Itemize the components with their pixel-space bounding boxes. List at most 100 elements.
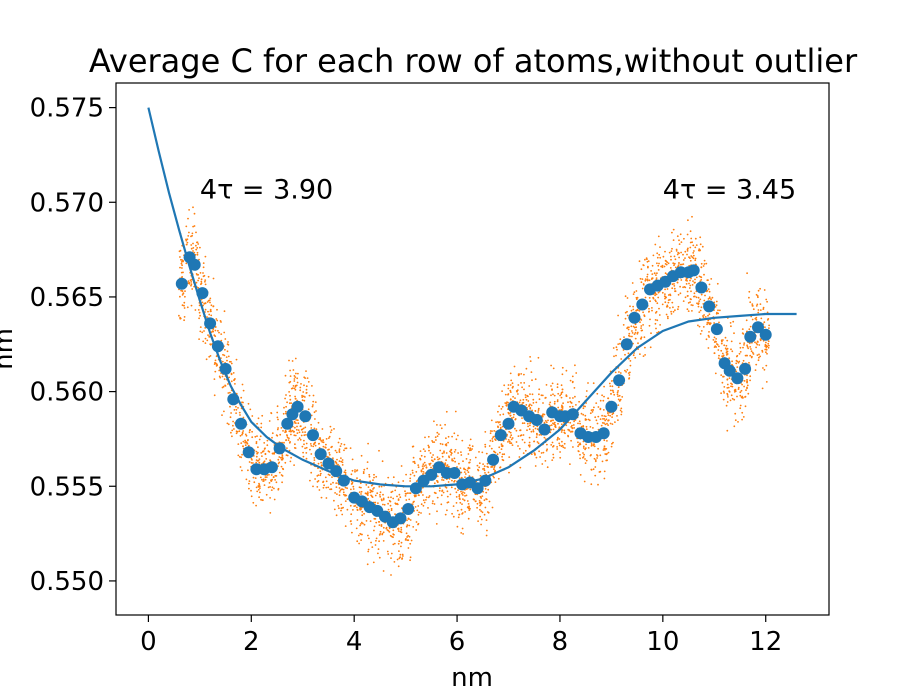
raw-point: [293, 378, 296, 380]
raw-point: [700, 330, 703, 332]
raw-point: [396, 558, 399, 561]
raw-point: [634, 356, 637, 359]
raw-point: [525, 404, 528, 406]
raw-point: [397, 527, 400, 530]
raw-point: [405, 538, 407, 540]
raw-point: [276, 434, 279, 437]
raw-point: [297, 422, 300, 425]
raw-point: [533, 440, 535, 443]
raw-point: [320, 439, 323, 442]
raw-point: [299, 438, 302, 441]
raw-point: [436, 480, 439, 482]
raw-point: [663, 265, 666, 268]
raw-point: [397, 481, 400, 484]
raw-point: [400, 526, 403, 529]
raw-point: [715, 340, 717, 343]
raw-point: [358, 486, 361, 489]
raw-point: [673, 255, 676, 258]
raw-point: [400, 541, 403, 544]
raw-point: [389, 504, 392, 507]
raw-point: [687, 310, 690, 312]
chart-title: Average C for each row of atoms,without …: [89, 42, 858, 80]
raw-point: [579, 442, 581, 445]
raw-point: [551, 441, 554, 444]
raw-point: [270, 474, 273, 476]
raw-point: [565, 394, 568, 397]
raw-point: [716, 343, 718, 345]
raw-point: [536, 441, 539, 443]
raw-point: [672, 306, 674, 309]
raw-point: [215, 355, 218, 358]
raw-point: [214, 370, 217, 373]
raw-point: [442, 491, 445, 494]
raw-point: [359, 532, 362, 535]
raw-point: [458, 513, 460, 516]
raw-point: [312, 394, 315, 397]
raw-point: [463, 499, 466, 502]
raw-point: [408, 518, 410, 520]
raw-point: [580, 425, 583, 428]
raw-point: [688, 287, 691, 289]
raw-point: [677, 305, 680, 308]
raw-point: [361, 514, 364, 517]
raw-point: [552, 367, 555, 370]
raw-point: [607, 414, 610, 416]
raw-point: [229, 391, 231, 394]
raw-point: [238, 430, 241, 433]
raw-point: [441, 455, 444, 458]
raw-point: [209, 310, 212, 313]
raw-point: [256, 435, 258, 437]
raw-point: [329, 431, 332, 434]
raw-point: [522, 401, 525, 404]
raw-point: [375, 521, 378, 524]
raw-point: [739, 407, 742, 410]
raw-point: [657, 296, 660, 299]
raw-point: [293, 464, 295, 466]
raw-point: [375, 539, 377, 542]
raw-point: [604, 419, 607, 422]
raw-point: [344, 525, 347, 527]
raw-point: [646, 279, 649, 282]
mean-point: [425, 468, 438, 481]
raw-point: [514, 418, 517, 421]
raw-point: [654, 299, 657, 301]
raw-point: [183, 316, 186, 318]
raw-point: [304, 431, 306, 433]
raw-point: [585, 428, 588, 431]
raw-point: [491, 506, 494, 509]
raw-point: [484, 431, 487, 433]
raw-point: [487, 466, 489, 468]
raw-point: [679, 292, 682, 295]
raw-point: [636, 309, 639, 312]
raw-point: [708, 290, 711, 293]
raw-point: [227, 383, 229, 385]
raw-point: [721, 340, 723, 343]
raw-point: [640, 336, 643, 339]
raw-point: [262, 461, 265, 464]
raw-point: [231, 435, 233, 438]
raw-point: [427, 507, 429, 509]
raw-point: [216, 319, 219, 322]
raw-point: [607, 397, 609, 400]
raw-point: [276, 411, 279, 414]
raw-point: [453, 479, 456, 482]
raw-point: [621, 396, 624, 398]
raw-point: [603, 445, 606, 448]
raw-point: [609, 389, 612, 392]
raw-point: [405, 499, 408, 501]
raw-point: [584, 462, 587, 464]
raw-point: [305, 370, 307, 372]
raw-point: [194, 309, 197, 311]
raw-point: [530, 453, 533, 455]
raw-point: [260, 422, 263, 425]
raw-point: [258, 461, 261, 464]
raw-point: [251, 430, 254, 433]
raw-point: [689, 257, 691, 259]
raw-point: [277, 427, 279, 429]
raw-point: [431, 456, 433, 459]
raw-point: [269, 497, 271, 499]
raw-point: [491, 440, 494, 443]
raw-point: [560, 396, 563, 399]
raw-point: [215, 318, 218, 320]
raw-point: [734, 419, 737, 422]
